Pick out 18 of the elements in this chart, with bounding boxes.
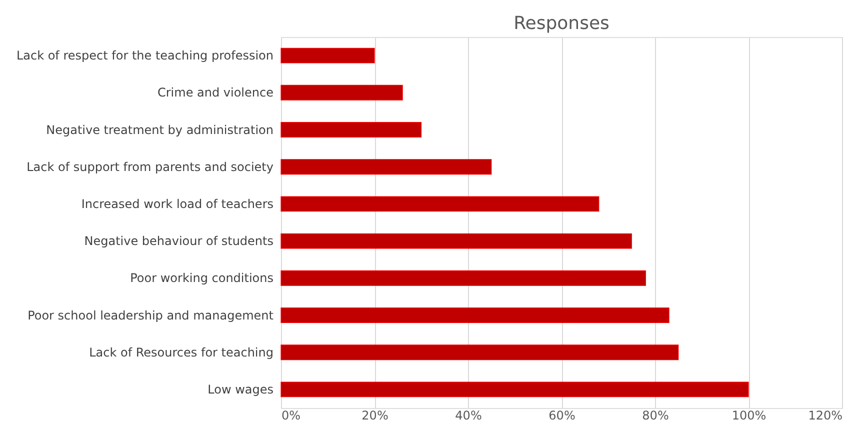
y-tick-label: Increased work load of teachers: [81, 196, 274, 211]
y-tick-label: Negative treatment by administration: [46, 122, 274, 137]
y-tick-label: Crime and violence: [157, 86, 274, 100]
y-tick-label: Poor school leadership and management: [28, 308, 274, 322]
x-tick-label: 120%: [808, 408, 842, 422]
chart-title: Responses: [514, 13, 610, 34]
y-tick-label: Poor working conditions: [130, 271, 274, 286]
x-tick-label: 20%: [362, 408, 388, 422]
y-tick-label: Lack of respect for the teaching profession: [16, 48, 274, 63]
x-tick-label: 80%: [642, 408, 669, 422]
x-tick-label: 0%: [282, 408, 301, 422]
x-tick-label: 100%: [732, 408, 766, 422]
y-tick-label: Lack of Resources for teaching: [89, 345, 274, 360]
y-tick-label: Negative behaviour of students: [84, 234, 274, 248]
x-tick-label: 40%: [455, 408, 482, 422]
y-tick-label: Lack of support from parents and society: [26, 160, 274, 174]
x-tick-label: 60%: [548, 408, 576, 422]
y-tick-label: Low wages: [208, 382, 274, 396]
